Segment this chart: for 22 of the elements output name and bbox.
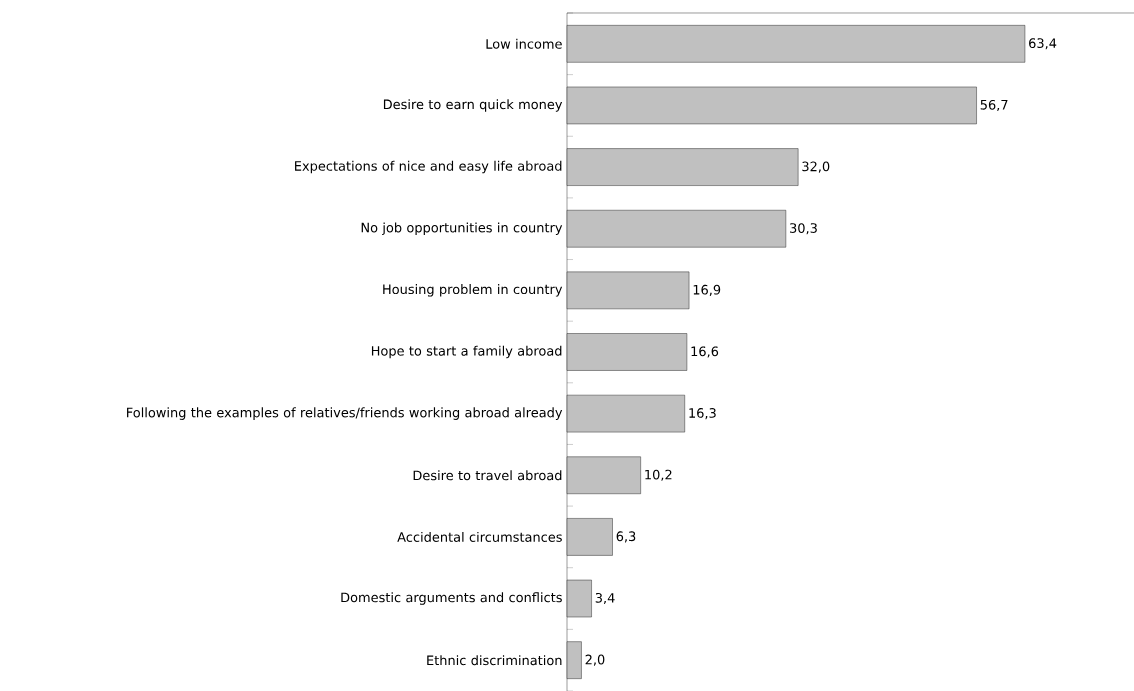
y-tick-label: Hope to start a family abroad [371, 345, 562, 359]
y-tick-label: Expectations of nice and easy life abroad [295, 160, 562, 174]
y-tick-label: Following the examples of relatives/friends working abroad already [127, 407, 563, 420]
y-tick-label: Housing problem in country [383, 284, 563, 297]
y-tick-label: Low income [486, 38, 562, 49]
y-tick-label: Accidental circumstances [397, 531, 562, 542]
data-label: 63,4 [1029, 38, 1057, 50]
data-label: 32,0 [802, 161, 830, 173]
data-label: 16,6 [691, 346, 719, 358]
data-label: 16,3 [689, 408, 716, 420]
y-tick-label: No job opportunities in country [361, 222, 563, 235]
y-tick-label: Desire to travel abroad [413, 470, 562, 481]
data-label: 56,7 [980, 99, 1008, 111]
y-tick-label: Domestic arguments and conflicts [341, 592, 562, 605]
data-label: 10,2 [645, 469, 672, 481]
data-label: 30,3 [790, 223, 817, 235]
data-label: 3,4 [595, 592, 615, 605]
y-tick-label: Ethnic discrimination [427, 655, 562, 666]
data-label: 16,9 [693, 284, 721, 296]
data-label: 6,3 [616, 531, 636, 543]
y-tick-label: Desire to earn quick money [383, 99, 563, 112]
data-label: 2,0 [585, 654, 605, 666]
